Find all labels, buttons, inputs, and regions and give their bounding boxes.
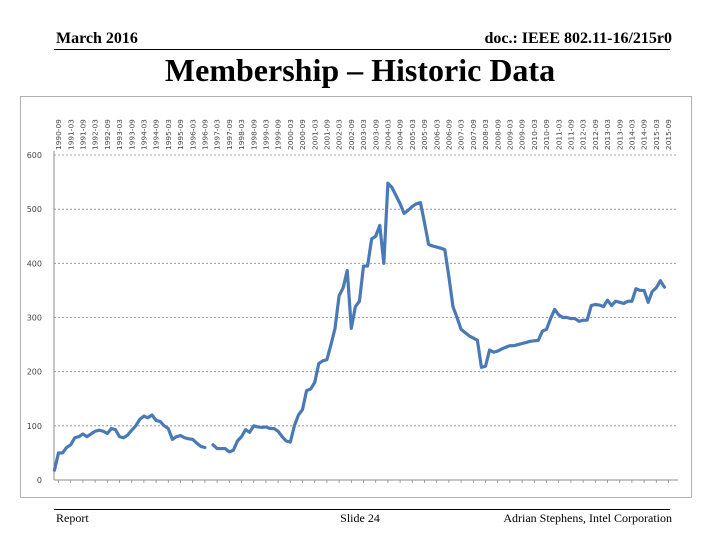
x-tick-label-2001-03: 2001-03 [310,119,319,150]
x-tick-label-2002-09: 2002-09 [347,119,356,150]
x-tick-label-2003-09: 2003-09 [371,119,380,150]
x-tick-label-2000-03: 2000-03 [286,119,295,150]
x-tick-label-1993-03: 1993-03 [115,119,124,150]
x-tick-label-2012-03: 2012-03 [579,119,588,150]
x-tick-label-1995-03: 1995-03 [164,119,173,150]
footer-rule [54,509,670,510]
x-tick-label-1991-03: 1991-03 [66,119,75,150]
footer-report: Report [56,511,89,526]
x-tick-label-2011-03: 2011-03 [554,119,563,150]
x-tick-label-2008-09: 2008-09 [493,119,502,150]
y-tick-label-0: 0 [37,476,42,485]
x-tick-label-2010-09: 2010-09 [542,119,551,150]
gridlines [54,155,678,426]
x-tick-label-1992-03: 1992-03 [91,119,100,150]
x-tick-label-2014-09: 2014-09 [640,119,649,150]
y-tick-label-400: 400 [27,259,42,268]
x-tick-label-2001-09: 2001-09 [323,119,332,150]
x-tick-label-2015-03: 2015-03 [652,119,661,150]
x-tick-label-1997-03: 1997-03 [213,119,222,150]
y-tick-label-200: 200 [27,368,42,377]
x-tick-labels: 1990-091991-031991-091992-031992-091993-… [54,119,673,150]
series-line-segment-1 [54,415,204,470]
x-tick-label-2009-03: 2009-03 [506,119,515,150]
x-tick-label-2000-09: 2000-09 [298,119,307,150]
x-tick-label-2003-03: 2003-03 [359,119,368,150]
footer-slide-number: Slide 24 [300,511,420,526]
x-tick-label-2015-09: 2015-09 [664,119,673,150]
chart-svg: 0 100 200 300 400 500 600 1990-091991-03 1991-0… [20,96,692,498]
x-tick-label-2006-09: 2006-09 [445,119,454,150]
axes [54,151,678,483]
x-tick-label-2002-03: 2002-03 [335,119,344,150]
x-tick-label-2005-09: 2005-09 [420,119,429,150]
x-tick-label-2006-03: 2006-03 [432,119,441,150]
x-tick-label-1996-09: 1996-09 [201,119,210,150]
series-membership [54,183,664,470]
x-tick-label-1999-03: 1999-03 [262,119,271,150]
y-tick-labels: 0 100 200 300 400 500 600 [27,151,42,485]
membership-chart: 0 100 200 300 400 500 600 1990-091991-03 1991-0… [20,96,692,498]
x-tick-label-1998-03: 1998-03 [237,119,246,150]
footer-author: Adrian Stephens, Intel Corporation [503,511,672,526]
y-tick-label-100: 100 [27,422,42,431]
x-tick-label-2013-09: 2013-09 [615,119,624,150]
x-tick-label-2007-03: 2007-03 [457,119,466,150]
x-tick-label-1997-09: 1997-09 [225,119,234,150]
x-tick-label-1998-09: 1998-09 [249,119,258,150]
y-tick-label-300: 300 [27,314,42,323]
x-tick-label-2005-03: 2005-03 [408,119,417,150]
x-tick-label-1990-09: 1990-09 [54,119,63,150]
x-tick-label-2008-03: 2008-03 [481,119,490,150]
x-tick-label-2004-09: 2004-09 [396,119,405,150]
header-date: March 2016 [56,30,138,48]
x-tick-label-1994-03: 1994-03 [140,119,149,150]
x-tick-label-1996-03: 1996-03 [188,119,197,150]
y-tick-label-600: 600 [27,151,42,160]
slide-title: Membership – Historic Data [0,52,720,89]
x-tick-label-1994-09: 1994-09 [152,119,161,150]
x-tick-label-2004-03: 2004-03 [384,119,393,150]
x-tick-label-1993-09: 1993-09 [127,119,136,150]
x-tick-label-2012-09: 2012-09 [591,119,600,150]
x-tick-label-2007-09: 2007-09 [469,119,478,150]
x-tick-label-1999-09: 1999-09 [274,119,283,150]
x-tick-label-1992-09: 1992-09 [103,119,112,150]
x-tick-label-1995-09: 1995-09 [176,119,185,150]
header-rule [54,49,670,50]
x-tick-label-2011-09: 2011-09 [567,119,576,150]
x-tick-label-2009-09: 2009-09 [518,119,527,150]
x-tick-label-2010-03: 2010-03 [530,119,539,150]
x-tick-label-2013-03: 2013-03 [603,119,612,150]
y-tick-label-500: 500 [27,205,42,214]
header-doc-id: doc.: IEEE 802.11-16/215r0 [484,30,672,48]
x-tick-label-1991-09: 1991-09 [79,119,88,150]
x-tick-label-2014-03: 2014-03 [628,119,637,150]
